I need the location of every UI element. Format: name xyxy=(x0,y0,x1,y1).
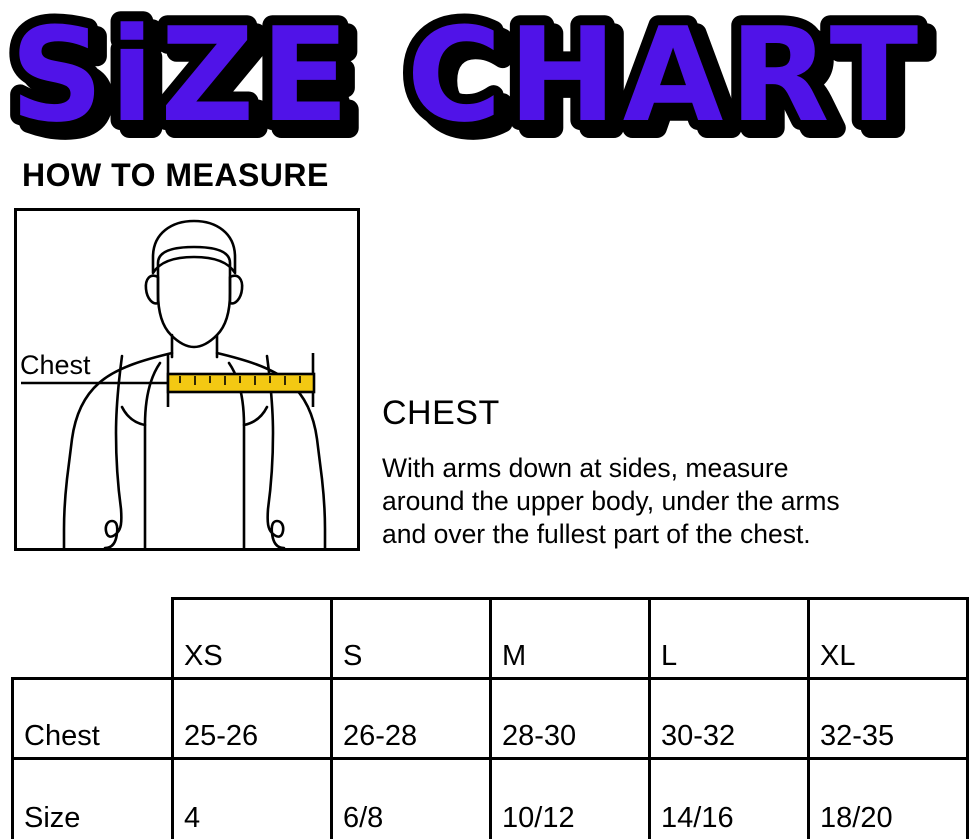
measurement-diagram-box xyxy=(14,208,360,551)
table-header-s: S xyxy=(330,597,492,680)
title-fill: SiZE CHART xyxy=(10,0,924,150)
cell-chest-xs: 25-26 xyxy=(171,677,333,760)
cell-size-s: 6/8 xyxy=(330,757,492,839)
page-title: .tfill { font-family: "DejaVu Sans", san… xyxy=(0,0,978,150)
ear-left xyxy=(144,274,160,305)
chest-description-line-2: around the upper body, under the arms xyxy=(382,486,840,516)
ear-right xyxy=(228,274,244,305)
arm-left-inner xyxy=(103,354,124,548)
how-to-measure-heading: HOW TO MEASURE xyxy=(22,157,329,193)
body-side-left xyxy=(143,361,162,548)
table-header-xl: XL xyxy=(807,597,969,680)
size-table: XS S M L XL Chest 25-26 26-28 28-30 30-3… xyxy=(11,597,969,839)
chest-description-line-1: With arms down at sides, measure xyxy=(382,453,789,483)
title-outline: SiZE CHART xyxy=(10,0,924,150)
armpit-right xyxy=(242,405,269,427)
torso-left-outline xyxy=(62,351,174,548)
cell-chest-l: 30-32 xyxy=(648,677,810,760)
chest-description-line-3: and over the fullest part of the chest. xyxy=(382,519,811,549)
table-row: Chest 25-26 26-28 28-30 30-32 32-35 xyxy=(11,677,969,760)
cell-chest-m: 28-30 xyxy=(489,677,651,760)
row-label-size: Size xyxy=(11,757,174,839)
hair-icon xyxy=(151,219,237,275)
table-header-m: M xyxy=(489,597,651,680)
table-header-xs: XS xyxy=(171,597,333,680)
cell-chest-xl: 32-35 xyxy=(807,677,969,760)
chest-measurement-label: Chest xyxy=(20,350,91,380)
measuring-tape-icon xyxy=(166,372,316,394)
size-chart-title-graphic: .tfill { font-family: "DejaVu Sans", san… xyxy=(0,0,937,150)
chest-section-heading: CHEST xyxy=(382,394,500,432)
table-header-l: L xyxy=(648,597,810,680)
row-label-chest: Chest xyxy=(11,677,174,760)
table-row: Size 4 6/8 10/12 14/16 18/20 xyxy=(11,757,969,839)
armpit-left xyxy=(120,405,147,427)
cell-size-m: 10/12 xyxy=(489,757,651,839)
cell-size-xl: 18/20 xyxy=(807,757,969,839)
table-corner-cell xyxy=(12,598,174,679)
chest-description: With arms down at sides, measure around … xyxy=(382,452,974,551)
male-torso-figure xyxy=(21,219,327,548)
title-shadow: SiZE CHART xyxy=(19,7,933,150)
arm-right-inner xyxy=(265,354,286,548)
cell-size-l: 14/16 xyxy=(648,757,810,839)
table-header-row: XS S M L XL xyxy=(12,597,969,680)
torso-right-outline xyxy=(215,351,327,548)
cell-size-xs: 4 xyxy=(171,757,333,839)
cell-chest-s: 26-28 xyxy=(330,677,492,760)
